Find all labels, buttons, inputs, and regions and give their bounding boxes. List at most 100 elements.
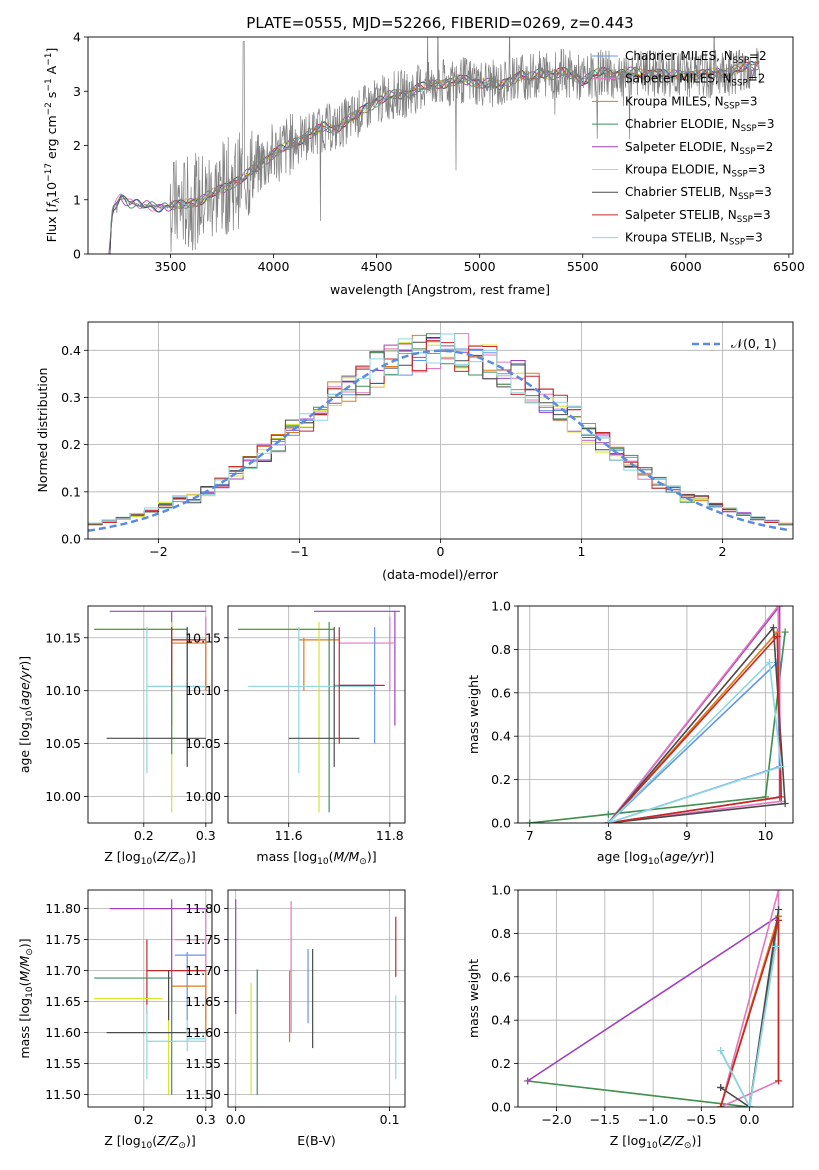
y-tick-label: 10.10 (185, 683, 221, 698)
legend-label: Chabrier ELODIE, NSSP=3 (625, 117, 774, 134)
y-tick-label: 0.6 (491, 685, 511, 700)
y-tick-label: 11.75 (45, 932, 81, 947)
legend-label: Salpeter ELODIE, NSSP=2 (625, 140, 773, 157)
y-axis-label: mass [log10(M/M⊙)] (17, 938, 35, 1058)
y-tick-label: 0.0 (61, 532, 81, 547)
weight-marker-kroupa_stelib (777, 763, 785, 771)
y-tick-label: 11.50 (45, 1087, 81, 1102)
y-tick-label: 0.2 (61, 437, 81, 452)
x-axis-label: age [log10(age/yr)] (597, 849, 714, 867)
plot-area (88, 322, 793, 539)
x-tick-label: 3500 (155, 259, 187, 274)
y-tick-label: 0.4 (491, 729, 511, 744)
axes-frame (517, 889, 794, 1108)
mass-vs-ebv-panel: 0.0 0.1 11.50 11.55 11.60 11.65 11.70 11.75 11.8… (185, 889, 406, 1148)
x-tick-label: 11.8 (376, 828, 404, 843)
x-tick-label: −2 (149, 544, 167, 559)
x-tick-label: 0.3 (196, 828, 216, 843)
x-tick-label: 0.2 (134, 828, 154, 843)
observed-spectrum (108, 37, 761, 254)
weight-marker-chabrier_stelib (769, 624, 777, 632)
y-tick-label: 1 (73, 192, 81, 207)
x-tick-label: 4000 (258, 259, 290, 274)
weight-marker-chabrier_elodie (604, 810, 612, 818)
legend-label: 𝒩(0, 1) (731, 336, 777, 351)
model-line-kroupa_stelib (170, 62, 760, 209)
y-tick-label: 10.00 (45, 789, 81, 804)
weight-line-kroupa_elodie (529, 631, 786, 823)
weight-marker-kroupa_stelib (765, 658, 773, 666)
weight-marker-salpeter_stelib (775, 916, 783, 924)
y-axis-label: mass weight (466, 959, 481, 1038)
legend-label: Chabrier MILES, NSSP=2 (625, 49, 767, 66)
weight-marker-chabrier_stelib (717, 1083, 725, 1091)
y-tick-label: 4 (73, 30, 81, 45)
weight-line-chabrier_elodie (529, 631, 786, 823)
weight-line-salpeter_elodie (527, 915, 779, 1082)
x-tick-label: 0.2 (134, 1112, 154, 1127)
y-tick-label: 11.80 (185, 901, 221, 916)
weight-marker-kroupa_stelib (717, 1047, 725, 1055)
y-tick-label: 11.60 (185, 1025, 221, 1040)
x-tick-label: 10 (758, 828, 774, 843)
weight-marker-kroupa_stelib (604, 819, 612, 823)
weight-marker-kroupa_stelib (772, 942, 780, 950)
y-tick-label: 10.15 (45, 630, 81, 645)
x-axis-label: Z [log10(Z/Z⊙)] (104, 1133, 195, 1151)
axes-frame (517, 605, 794, 824)
legend-label: Kroupa ELODIE, NSSP=3 (625, 163, 765, 180)
weight-marker-salpeter_miles (774, 606, 782, 610)
y-axis-label: Normed distribution (35, 368, 50, 493)
y-tick-label: 10.05 (45, 736, 81, 751)
x-tick-label: 9 (683, 828, 691, 843)
y-tick-label: 11.65 (45, 994, 81, 1009)
x-axis-label: mass [log10(M/M⊙)] (256, 849, 376, 867)
y-tick-label: 0 (73, 247, 81, 262)
y-tick-label: 0.0 (491, 1100, 511, 1115)
plot-area (518, 606, 793, 823)
y-tick-label: 10.05 (185, 736, 221, 751)
x-tick-label: 6000 (670, 259, 702, 274)
x-tick-label: −0.5 (686, 1112, 716, 1127)
y-tick-label: 11.70 (185, 963, 221, 978)
x-axis-label: E(B-V) (297, 1133, 336, 1148)
x-tick-label: 0 (437, 544, 445, 559)
x-tick-label: −1.5 (590, 1112, 620, 1127)
axes-frame (87, 605, 213, 824)
mass-weight-vs-age-panel: 7 8 9 10 0.0 0.2 0.4 0.6 0.8 1.0 age [log10(age/yr… (466, 599, 794, 867)
legend-label: Salpeter MILES, NSSP=2 (625, 72, 765, 89)
y-tick-label: 0.6 (491, 969, 511, 984)
x-axis-label: wavelength [Angstrom, rest frame] (330, 282, 550, 297)
x-tick-label: 7 (526, 828, 534, 843)
y-tick-label: 10.00 (185, 789, 221, 804)
y-tick-label: 1.0 (491, 599, 511, 614)
figure-title: PLATE=0555, MJD=52266, FIBERID=0269, z=0… (246, 14, 633, 32)
y-tick-label: 11.75 (185, 932, 221, 947)
weight-marker-salpeter_stelib (777, 793, 785, 801)
weight-marker-salpeter_elodie (524, 1077, 532, 1085)
weight-line-kroupa_stelib (719, 946, 777, 1107)
y-axis-label: Flux [fλ10−17 erg cm−2 s−1 A−1] (44, 48, 62, 243)
y-tick-label: 11.70 (45, 963, 81, 978)
plot-area (518, 890, 793, 1107)
x-tick-label: 2 (719, 544, 727, 559)
plot-area (228, 890, 405, 1107)
mass-weight-vs-metallicity-panel: −2.0 −1.5 −1.0 −0.5 0.0 0.0 0.2 0.4 0.6 0.8 1.0 Z [… (466, 883, 794, 1151)
legend-label: Kroupa STELIB, NSSP=3 (625, 231, 763, 248)
y-tick-label: 11.65 (185, 994, 221, 1009)
age-vs-metallicity-panel: 0.2 0.3 10.00 10.05 10.10 10.15 Z [log10(Z/Z⊙)… (17, 605, 216, 867)
y-tick-label: 1.0 (491, 883, 511, 898)
x-tick-label: 6500 (773, 259, 805, 274)
y-tick-label: 11.55 (185, 1056, 221, 1071)
x-tick-label: 5000 (464, 259, 496, 274)
y-tick-label: 10.10 (45, 683, 81, 698)
y-tick-label: 0.8 (491, 926, 511, 941)
axes-frame (87, 36, 794, 255)
axes-frame (227, 605, 406, 824)
plot-area (88, 890, 212, 1107)
weight-marker-salpeter_stelib (773, 632, 781, 640)
weight-line-salpeter_stelib (607, 634, 783, 823)
x-axis-label: Z [log10(Z/Z⊙)] (610, 1133, 701, 1151)
y-axis-label: mass weight (466, 675, 481, 754)
x-tick-label: −2.0 (541, 1112, 571, 1127)
